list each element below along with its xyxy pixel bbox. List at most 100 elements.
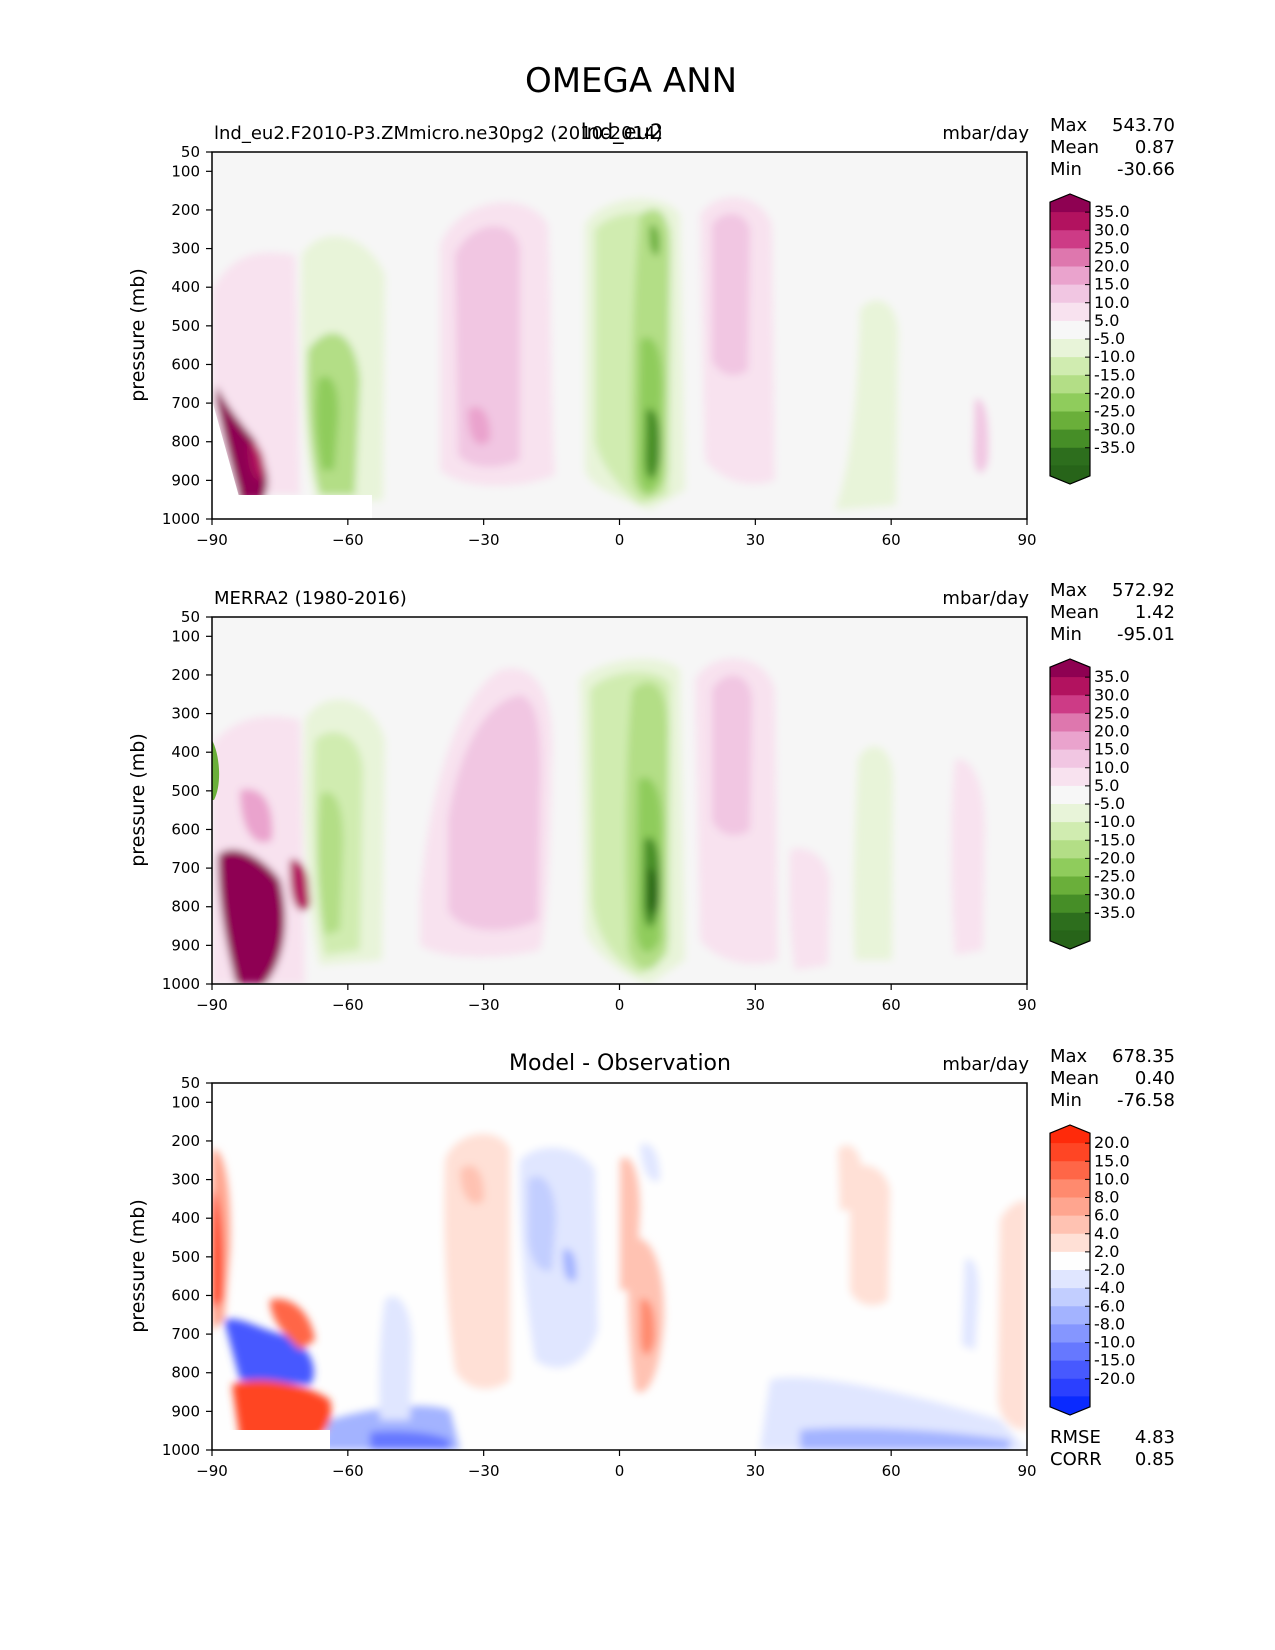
colorbar-label: 25.0 [1094, 703, 1130, 722]
diff-red-sh-subtrop-spot [460, 1165, 485, 1204]
colorbar-label: 35.0 [1094, 667, 1130, 686]
y-tick-label: 500 [171, 317, 200, 335]
colorbar-label: -20.0 [1094, 848, 1135, 867]
y-tick-label: 400 [171, 1209, 200, 1227]
colorbar-swatch [1050, 1378, 1090, 1398]
x-tick-label: −60 [332, 1462, 364, 1480]
test-pink-nh-subtrop-core [712, 213, 750, 376]
y-tick-label: 700 [171, 859, 200, 877]
colorbar-swatch [1050, 1324, 1090, 1343]
x-tick-label: 60 [882, 1462, 901, 1480]
panel-test-units: mbar/day [942, 123, 1029, 144]
colorbar-swatch [1050, 320, 1090, 340]
x-tick-label: 90 [1017, 996, 1036, 1014]
panel-ref-ylabel: pressure (mb) [127, 733, 149, 867]
colorbar-label: -35.0 [1094, 903, 1135, 922]
panel-diff-ylabel: pressure (mb) [127, 1199, 149, 1333]
colorbar-label: 2.0 [1094, 1242, 1119, 1261]
colorbar-label: -15.0 [1094, 1351, 1135, 1370]
stat-value-min: -76.58 [1117, 1090, 1175, 1111]
x-tick-label: 90 [1017, 531, 1036, 549]
colorbar-extend-top [1049, 1124, 1091, 1144]
ref-pink-arctic [951, 759, 985, 955]
colorbar-swatch [1050, 429, 1090, 449]
ref-green-itcz-darkest [648, 869, 658, 915]
colorbar-label: 4.0 [1094, 1224, 1119, 1243]
colorbar-swatch [1050, 248, 1090, 267]
stat-label-max: Max [1050, 115, 1088, 136]
colorbar-label: 10.0 [1094, 758, 1130, 777]
colorbar-swatch [1050, 822, 1090, 841]
y-tick-label: 500 [171, 782, 200, 800]
diff-blue-itcz-top [640, 1143, 660, 1182]
y-tick-label: 600 [171, 820, 200, 838]
colorbar-swatch [1050, 749, 1090, 769]
colorbar-swatch [1050, 1161, 1090, 1180]
colorbar-label: -8.0 [1094, 1314, 1125, 1333]
stat-value-mean: 1.42 [1135, 602, 1175, 623]
diff-blue-sh-trop-core [528, 1176, 556, 1271]
y-tick-label: 600 [171, 355, 200, 373]
test-magenta-spot [249, 440, 265, 481]
colorbar-swatch [1050, 411, 1090, 431]
diff-red-nh-band [850, 1165, 890, 1306]
colorbar-label: -5.0 [1094, 329, 1125, 348]
ref-pink-nh-streaks [789, 848, 830, 970]
colorbar-label: 25.0 [1094, 238, 1130, 257]
colorbar-swatch [1050, 876, 1090, 896]
colorbar-swatch [1050, 1251, 1090, 1271]
panel-test-colorbar: 35.030.025.020.015.010.05.0-5.0-10.0-15.… [1049, 193, 1135, 485]
x-tick-label: −60 [332, 531, 364, 549]
figure-title: OMEGA ANN [525, 61, 737, 101]
colorbar-swatch [1050, 375, 1090, 394]
colorbar-swatch [1050, 1215, 1090, 1235]
stat-label-mean: Mean [1050, 137, 1099, 158]
stat-value-max: 678.35 [1112, 1046, 1175, 1067]
colorbar-label: 35.0 [1094, 202, 1130, 221]
colorbar-swatch [1050, 266, 1090, 286]
colorbar-label: -10.0 [1094, 812, 1135, 831]
colorbar-outline [1049, 1124, 1091, 1416]
stat-label-max: Max [1050, 580, 1088, 601]
colorbar-swatch [1050, 1270, 1090, 1289]
colorbar-label: -15.0 [1094, 365, 1135, 384]
panel-ref-field [212, 658, 985, 984]
stat-label-corr: CORR [1050, 1449, 1102, 1470]
y-tick-label: 800 [171, 898, 200, 916]
y-tick-label: 1000 [162, 1441, 200, 1459]
panel-diff-stats: Max 678.35 Mean 0.40 Min -76.58 [1050, 1046, 1175, 1111]
diff-red-southpole-core [212, 1190, 223, 1310]
colorbar-swatch [1050, 1288, 1090, 1307]
y-tick-label: 300 [171, 1171, 200, 1189]
x-tick-label: −60 [332, 996, 364, 1014]
diff-blue-southpole [224, 1318, 314, 1385]
colorbar-label: 6.0 [1094, 1206, 1119, 1225]
y-tick-label: 100 [171, 627, 200, 645]
test-green-itcz-deep [645, 409, 661, 479]
y-tick-label: 700 [171, 394, 200, 412]
colorbar-outline [1049, 193, 1091, 485]
colorbar-swatch [1050, 785, 1090, 805]
test-pink-sh-subtrop-core [455, 226, 520, 467]
colorbar-label: -25.0 [1094, 402, 1135, 421]
panel-diff-plot-bg [212, 1083, 1027, 1450]
colorbar-swatch [1050, 1197, 1090, 1217]
y-tick-label: 100 [171, 162, 200, 180]
colorbar-swatch [1050, 912, 1090, 932]
x-tick-label: −90 [196, 996, 228, 1014]
ref-green-sh-inner [317, 792, 344, 935]
colorbar-swatch [1050, 840, 1090, 859]
diff-red-southpole-low [232, 1380, 331, 1440]
colorbar-swatch [1050, 357, 1090, 376]
colorbar-swatch [1050, 731, 1090, 751]
colorbar-label: 30.0 [1094, 685, 1130, 704]
panel-diff-units: mbar/day [942, 1054, 1029, 1075]
colorbar-label: -10.0 [1094, 347, 1135, 366]
stat-label-min: Min [1050, 159, 1082, 180]
x-tick-label: 60 [882, 996, 901, 1014]
colorbar-swatch [1050, 284, 1090, 304]
panel-test-stats: Max 543.70 Mean 0.87 Min -30.66 [1050, 115, 1175, 180]
colorbar-swatch [1050, 1143, 1090, 1162]
